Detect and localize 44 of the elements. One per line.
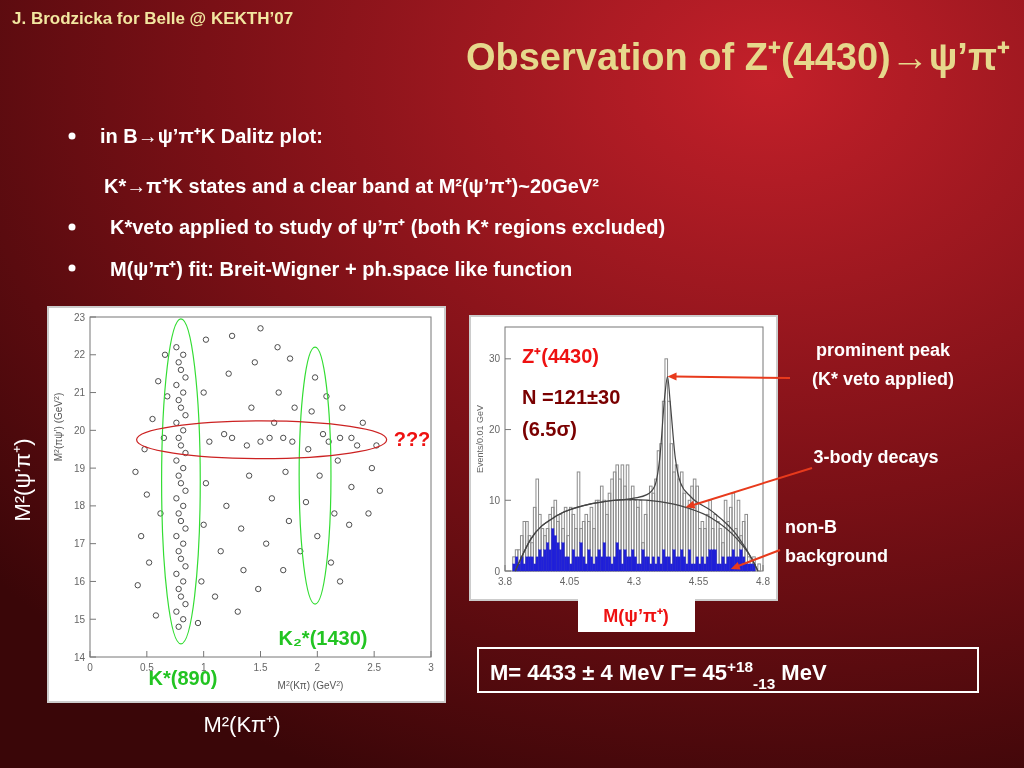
annotation: 3-body decays: [813, 447, 939, 467]
text: K*veto applied to study of ψ’π⁺ (both K* regions excluded): [110, 216, 666, 238]
annotation: Z⁺(4430): [522, 345, 600, 367]
text: M(ψ’π⁺) fit: Breit-Wigner + ph.space like function: [110, 258, 573, 280]
x-tick-label: 2.5: [367, 662, 382, 673]
y-tick-label: 16: [73, 575, 86, 587]
text: M²(ψ’π⁺): [10, 438, 35, 522]
y-tick-label: 20: [488, 424, 501, 436]
y-tick-label: 10: [488, 494, 501, 506]
y-axis-title: Events/0.01 GeV: [475, 404, 485, 474]
x-tick-label: 4.55: [688, 576, 709, 587]
x-tick-label: 3: [428, 662, 435, 673]
y-tick-label: 22: [73, 349, 86, 361]
y-tick-label: 19: [73, 462, 86, 474]
x-tick-label: 1.5: [253, 662, 268, 673]
x-axis-title: M(ψ’π⁺): [603, 606, 669, 626]
annotation: N =121±30: [522, 386, 621, 408]
text: in B→ψ’π⁺K Dalitz plot:: [100, 125, 323, 147]
annotation: K₂*(1430): [278, 627, 368, 649]
annotation: prominent peak (K* veto applied): [811, 340, 955, 389]
annotation: (6.5σ): [522, 418, 577, 440]
x-tick-label: 4.8: [756, 576, 771, 587]
y-tick-label: 21: [73, 387, 86, 399]
text: Observation of Z⁺(4430)→ψ’π⁺: [465, 36, 1010, 78]
y-tick-label: 17: [73, 538, 86, 550]
x-tick-label: 3.8: [498, 576, 513, 587]
annotation: ???: [393, 428, 431, 450]
y-tick-label: 30: [488, 353, 501, 365]
y-tick-label: 0: [494, 565, 501, 577]
text: M= 4433 ± 4 MeV Γ= 45$^{+18}$$_{-13}$ MeV: [490, 657, 827, 692]
x-axis-title: M$^{2}$(Kπ) (GeV$^{2}$): [277, 679, 344, 691]
x-tick-label: 0: [87, 662, 94, 673]
x-tick-label: 4.3: [627, 576, 642, 587]
text: J. Brodzicka for Belle @ KEKTH’07: [12, 9, 294, 28]
x-tick-label: 4.05: [559, 576, 580, 587]
y-tick-label: 15: [73, 613, 86, 625]
y-tick-label: 20: [73, 424, 86, 436]
y-tick-label: 23: [73, 311, 86, 323]
y-tick-label: 14: [73, 651, 86, 663]
x-tick-label: 2: [314, 662, 321, 673]
y-tick-label: 18: [73, 500, 86, 512]
text: M²(Kπ⁺): [203, 712, 281, 737]
annotation: non-B background: [785, 517, 889, 566]
text: K*→π⁺K states and a clear band at M²(ψ’π⁺)~20GeV²: [104, 175, 600, 197]
